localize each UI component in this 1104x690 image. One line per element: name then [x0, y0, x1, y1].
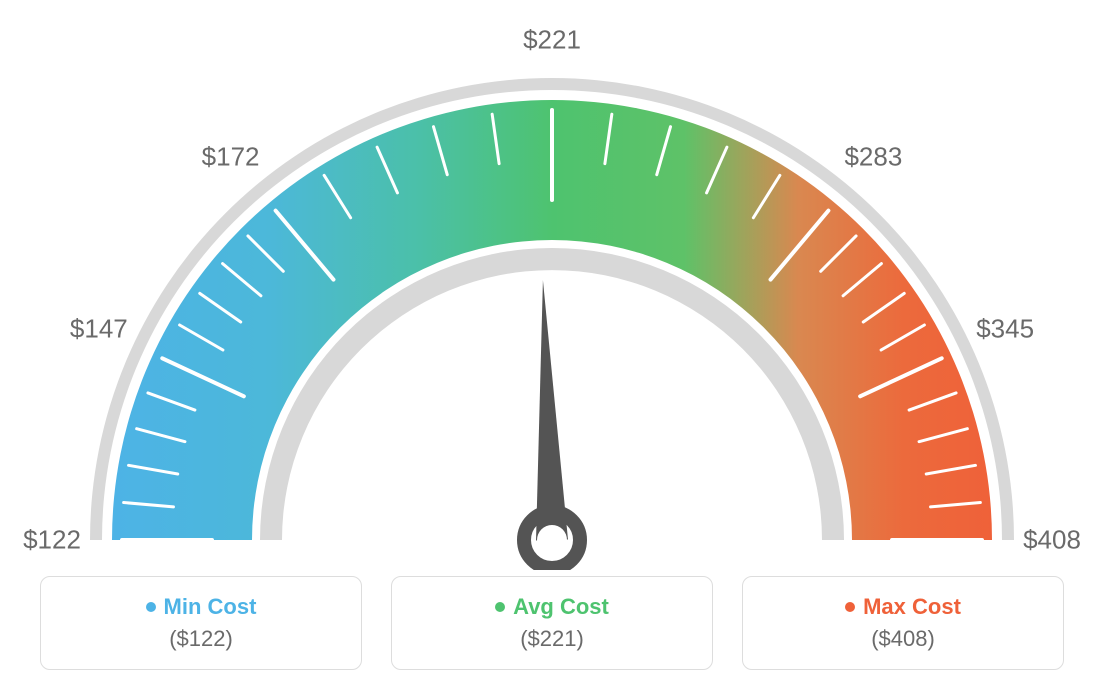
legend-title-min: Min Cost — [146, 594, 257, 620]
legend-dot-max — [845, 602, 855, 612]
legend-value-max: ($408) — [871, 626, 935, 652]
legend-value-avg: ($221) — [520, 626, 584, 652]
gauge-tick-label: $147 — [70, 313, 128, 344]
gauge-tick-label: $408 — [1023, 525, 1081, 556]
legend-value-min: ($122) — [169, 626, 233, 652]
legend-title-avg: Avg Cost — [495, 594, 609, 620]
gauge-tick-label: $345 — [976, 313, 1034, 344]
cost-gauge-container: $122 $147 $172 $221 $283 $345 $408 Min Cost ($… — [0, 0, 1104, 690]
legend-card-avg: Avg Cost ($221) — [391, 576, 713, 670]
legend-title-text-avg: Avg Cost — [513, 594, 609, 620]
legend-title-text-max: Max Cost — [863, 594, 961, 620]
legend-card-max: Max Cost ($408) — [742, 576, 1064, 670]
gauge-svg — [0, 10, 1104, 570]
legend-title-max: Max Cost — [845, 594, 961, 620]
legend-card-min: Min Cost ($122) — [40, 576, 362, 670]
legend-dot-avg — [495, 602, 505, 612]
gauge-tick-label: $283 — [844, 141, 902, 172]
legend-title-text-min: Min Cost — [164, 594, 257, 620]
gauge-tick-label: $221 — [523, 25, 581, 56]
gauge-chart: $122 $147 $172 $221 $283 $345 $408 — [0, 10, 1104, 570]
gauge-tick-label: $122 — [23, 525, 81, 556]
legend-dot-min — [146, 602, 156, 612]
gauge-tick-label: $172 — [202, 141, 260, 172]
legend-row: Min Cost ($122) Avg Cost ($221) Max Cost… — [0, 576, 1104, 670]
